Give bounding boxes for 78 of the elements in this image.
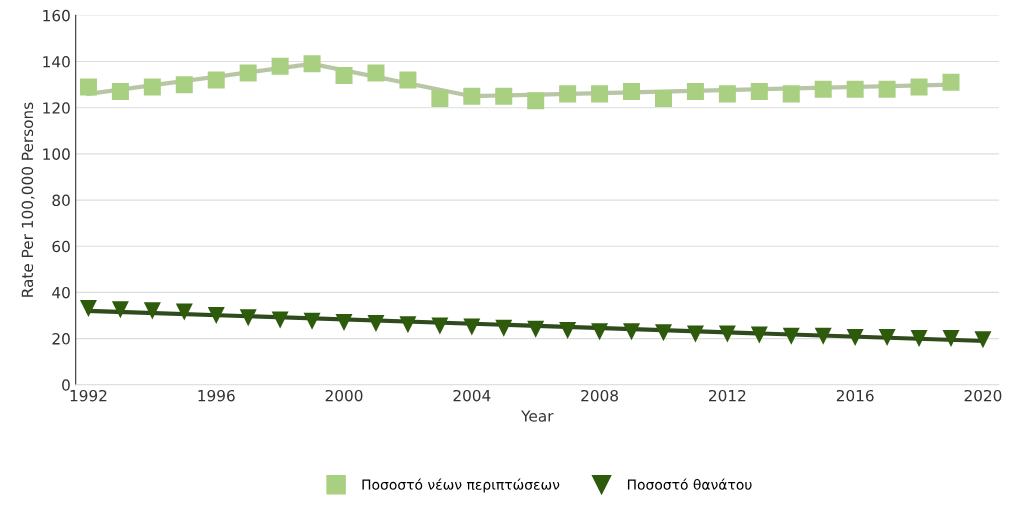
- point: [431, 89, 449, 107]
- point: [686, 83, 704, 101]
- point: [750, 83, 768, 101]
- point: [367, 315, 385, 333]
- point: [207, 306, 225, 324]
- point: [399, 71, 417, 89]
- point: [271, 311, 289, 329]
- point: [910, 78, 928, 96]
- y-tick-label: 60: [52, 240, 70, 253]
- point: [942, 330, 960, 348]
- point: [527, 92, 545, 110]
- y-axis-title: Rate Per 100,000 Persons: [21, 102, 35, 297]
- point: [303, 312, 321, 330]
- point: [239, 309, 257, 327]
- point: [335, 313, 353, 331]
- point: [239, 64, 257, 82]
- point: [846, 328, 864, 346]
- y-tick-label: 80: [52, 194, 70, 207]
- x-tick-label: 2016: [836, 389, 874, 402]
- x-tick-label: 2004: [453, 389, 491, 402]
- point: [718, 85, 736, 103]
- point: [718, 325, 736, 343]
- x-tick-label: 2008: [581, 389, 618, 402]
- point: [686, 325, 704, 343]
- point: [495, 319, 513, 337]
- point: [143, 302, 161, 320]
- point: [559, 321, 577, 340]
- point: [527, 320, 545, 338]
- point: [79, 300, 97, 318]
- y-tick-label: 100: [43, 148, 70, 160]
- point: [750, 326, 768, 344]
- point: [559, 85, 577, 103]
- point: [111, 301, 129, 319]
- point: [654, 324, 672, 342]
- point: [623, 83, 641, 101]
- point: [207, 71, 225, 89]
- legend-label: Ποσοστό θανάτου: [627, 478, 752, 490]
- y-tick-label: 160: [43, 9, 70, 22]
- point: [495, 87, 513, 105]
- point: [399, 316, 417, 334]
- point: [271, 57, 289, 75]
- y-tick-label: 40: [52, 286, 70, 299]
- point: [878, 80, 896, 98]
- legend-label: Ποσοστό νέων περιπτώσεων: [362, 478, 560, 493]
- y-tick-label: 140: [43, 56, 70, 68]
- point: [175, 303, 193, 321]
- point: [79, 78, 97, 96]
- point: [303, 55, 321, 73]
- point: [878, 328, 896, 346]
- x-tick-label: 2012: [709, 389, 746, 402]
- point: [974, 331, 992, 349]
- point: [591, 323, 609, 341]
- point: [654, 89, 672, 107]
- point: [942, 73, 960, 91]
- x-tick-label: 2000: [325, 389, 363, 402]
- point: [431, 317, 449, 335]
- point: [143, 78, 161, 96]
- point: [910, 330, 928, 348]
- y-tick-label: 20: [52, 333, 70, 345]
- point: [814, 80, 832, 98]
- point: [367, 64, 385, 82]
- point: [782, 85, 800, 103]
- point: [782, 327, 800, 345]
- x-tick-label: 1992: [70, 389, 107, 402]
- point: [463, 87, 481, 105]
- y-tick-label: 120: [43, 102, 70, 114]
- point: [814, 327, 832, 345]
- point: [335, 66, 353, 84]
- point: [463, 318, 481, 336]
- x-tick-label: 1996: [198, 389, 235, 402]
- y-tick-label: 0: [62, 379, 70, 391]
- x-tick-label: 2020: [964, 389, 1002, 402]
- point: [623, 323, 641, 341]
- point: [175, 76, 193, 94]
- point: [111, 83, 129, 101]
- point: [591, 85, 609, 103]
- point: [846, 80, 864, 98]
- x-axis-title: Year: [521, 410, 554, 422]
